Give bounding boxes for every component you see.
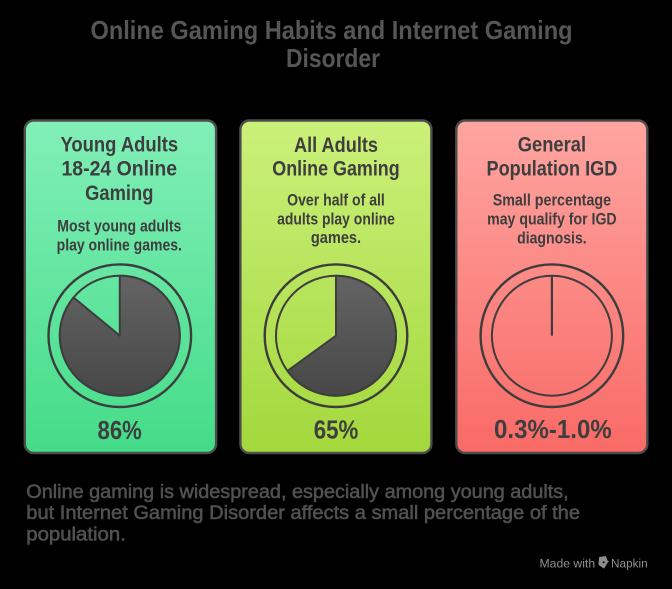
svg-text:18-24 Online: 18-24 Online — [62, 157, 178, 181]
svg-text:population.: population. — [26, 523, 126, 545]
svg-text:Online Gaming Habits and Inter: Online Gaming Habits and Internet Gaming — [91, 15, 573, 45]
svg-text:All Adults: All Adults — [294, 133, 378, 157]
svg-text:Online Gaming: Online Gaming — [272, 157, 399, 181]
svg-text:Young Adults: Young Adults — [61, 132, 179, 156]
svg-text:Small percentage: Small percentage — [493, 192, 611, 210]
svg-text:Online gaming is widespread, e: Online gaming is widespread, especially … — [26, 481, 568, 503]
svg-text:Made with: Made with — [540, 556, 596, 570]
svg-text:play online games.: play online games. — [57, 236, 182, 254]
svg-text:Most young adults: Most young adults — [57, 218, 181, 236]
svg-text:86%: 86% — [98, 415, 142, 445]
svg-text:but Internet Gaming Disorder a: but Internet Gaming Disorder affects a s… — [26, 502, 580, 524]
svg-text:Population IGD: Population IGD — [487, 156, 618, 180]
svg-text:Napkin: Napkin — [611, 556, 648, 570]
svg-text:0.3%-1.0%: 0.3%-1.0% — [494, 414, 612, 444]
svg-text:65%: 65% — [314, 415, 359, 445]
svg-text:Disorder: Disorder — [286, 43, 380, 73]
svg-text:Over half of all: Over half of all — [287, 192, 385, 210]
svg-text:adults play online: adults play online — [277, 211, 395, 229]
svg-text:General: General — [518, 132, 586, 156]
svg-text:may qualify for IGD: may qualify for IGD — [487, 210, 617, 228]
svg-text:Gaming: Gaming — [85, 181, 153, 205]
svg-text:diagnosis.: diagnosis. — [517, 230, 587, 248]
svg-text:games.: games. — [311, 229, 361, 247]
